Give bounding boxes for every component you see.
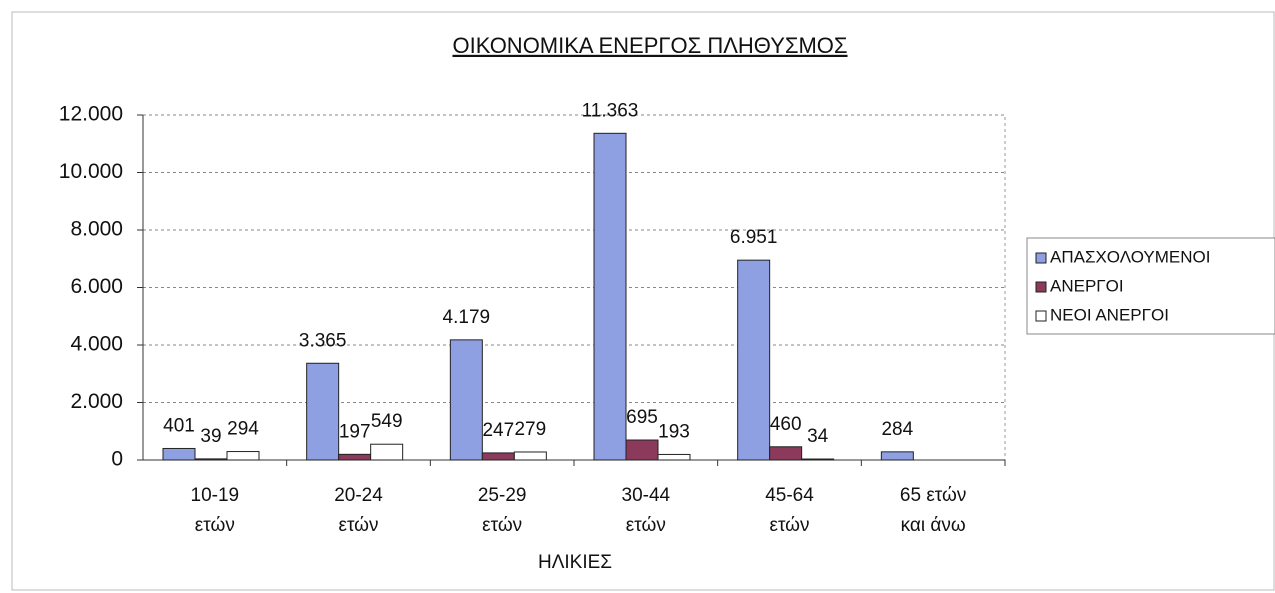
data-label: 549: [371, 411, 403, 432]
x-tick-label: ετών: [195, 515, 235, 536]
bar: [657, 453, 691, 461]
data-label: 401: [163, 415, 195, 436]
bar: [194, 458, 228, 461]
x-tick-label: ετών: [482, 515, 522, 536]
y-tick-label: 6.000: [70, 275, 123, 298]
data-label: 3.365: [299, 330, 347, 351]
x-tick-label: 65 ετών: [900, 485, 966, 506]
y-tick-label: 8.000: [70, 218, 123, 241]
bar: [593, 132, 627, 461]
bar: [880, 451, 914, 461]
x-tick-label: 10-19: [191, 485, 240, 506]
bar: [801, 458, 835, 461]
bar: [338, 453, 372, 461]
y-tick-label: 12.000: [59, 103, 123, 126]
bar: [481, 452, 515, 461]
data-label: 193: [658, 421, 690, 442]
x-tick-label: 45-64: [765, 485, 814, 506]
data-label: 6.951: [730, 227, 778, 248]
bar: [769, 446, 803, 461]
data-label: 284: [881, 419, 913, 440]
x-tick-label: και άνω: [901, 515, 966, 536]
bar: [162, 447, 196, 461]
data-label: 695: [626, 407, 658, 428]
legend-label: ΑΠΑΣΧΟΛΟΥΜΕΝΟΙ: [1050, 247, 1210, 266]
y-tick-label: 10.000: [59, 160, 123, 183]
x-tick-label: ετών: [626, 515, 666, 536]
x-tick-label: ετών: [769, 515, 809, 536]
legend-label: ΝΕΟΙ ΑΝΕΡΓΟΙ: [1050, 305, 1169, 324]
bar: [737, 259, 771, 461]
y-tick-label: 2.000: [70, 390, 123, 413]
chart-title: ΟΙΚΟΝΟΜΙΚΑ ΕΝΕΡΓΟΣ ΠΛΗΘΥΣΜΟΣ: [452, 33, 847, 58]
data-label: 460: [770, 414, 802, 435]
legend-swatch: [1035, 252, 1047, 264]
y-tick-label: 4.000: [70, 333, 123, 356]
bar: [513, 451, 547, 461]
data-label: 4.179: [443, 307, 491, 328]
bar: [370, 443, 404, 461]
legend: [1026, 237, 1275, 335]
bar: [625, 439, 659, 461]
bar: [449, 339, 483, 461]
bar: [306, 362, 340, 461]
x-tick-label: 20-24: [334, 485, 383, 506]
legend-label: ΑΝΕΡΓΟΙ: [1050, 276, 1124, 295]
data-label: 279: [514, 419, 546, 440]
x-tick-label: 25-29: [478, 485, 527, 506]
legend-swatch: [1035, 281, 1047, 293]
data-label: 34: [807, 426, 829, 447]
data-label: 197: [339, 421, 371, 442]
x-axis-label: ΗΛΙΚΙΕΣ: [538, 552, 612, 573]
data-label: 39: [200, 426, 221, 447]
data-label: 11.363: [582, 100, 639, 121]
data-label: 294: [227, 419, 259, 440]
legend-swatch: [1035, 310, 1047, 322]
x-tick-label: 30-44: [622, 485, 671, 506]
x-tick-label: ετών: [338, 515, 378, 536]
data-label: 247: [482, 420, 514, 441]
bar: [226, 451, 260, 461]
y-tick-label: 0: [111, 448, 123, 471]
